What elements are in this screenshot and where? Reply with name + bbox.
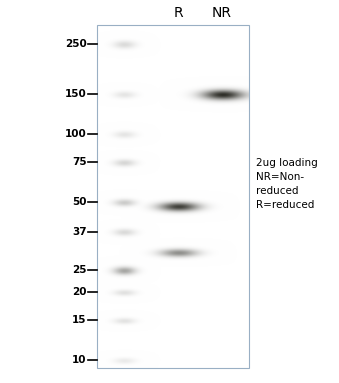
Text: 20: 20 (72, 287, 86, 297)
Text: 250: 250 (65, 39, 86, 49)
Text: NR: NR (212, 7, 232, 20)
Text: 37: 37 (72, 227, 86, 237)
Text: 25: 25 (72, 265, 86, 275)
Text: 2ug loading
NR=Non-
reduced
R=reduced: 2ug loading NR=Non- reduced R=reduced (256, 158, 318, 210)
Text: R: R (173, 7, 183, 20)
Text: 75: 75 (72, 157, 86, 167)
Bar (97, 25, 249, 368)
Text: 100: 100 (65, 129, 86, 139)
Text: 15: 15 (72, 315, 86, 325)
Text: 50: 50 (72, 197, 86, 207)
Text: 150: 150 (65, 89, 86, 99)
Text: 10: 10 (72, 355, 86, 365)
